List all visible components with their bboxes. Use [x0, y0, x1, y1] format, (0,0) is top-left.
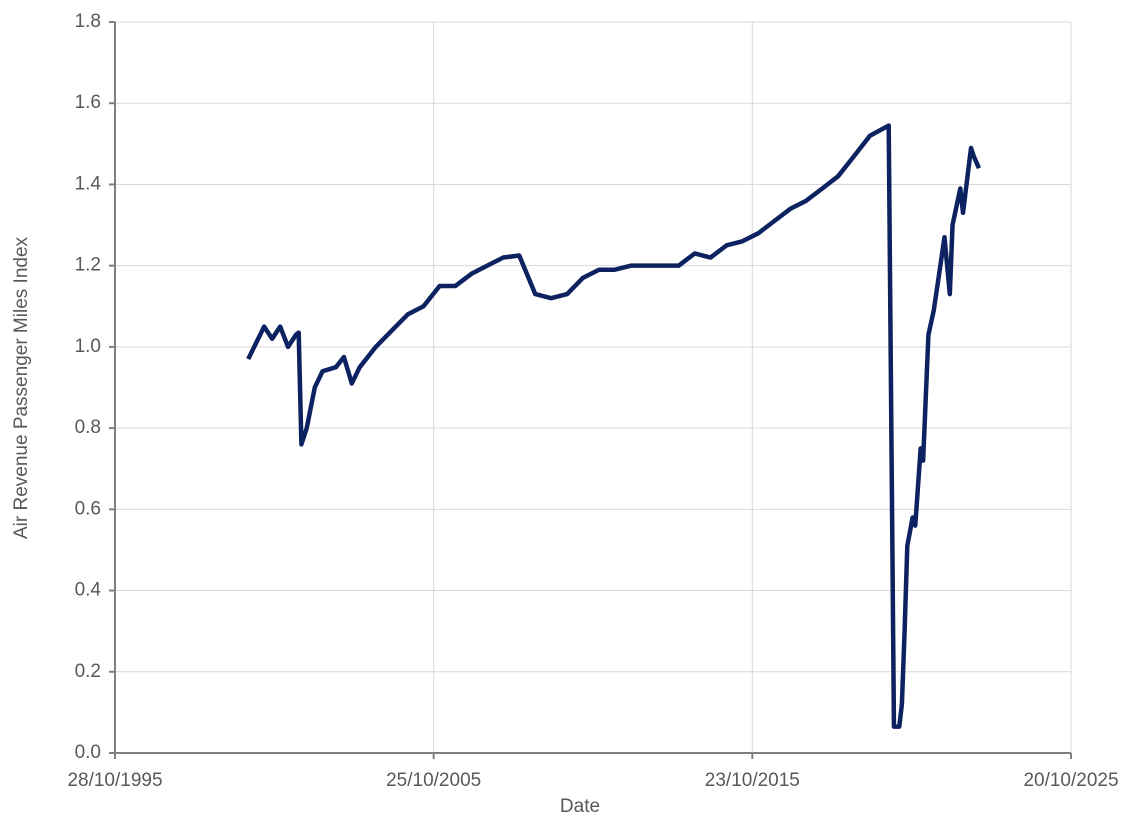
y-tick-label: 0.6	[75, 498, 101, 519]
y-tick-label: 1.2	[75, 255, 101, 276]
x-tick-label: 28/10/1995	[67, 770, 162, 791]
data-line	[246, 123, 982, 729]
y-tick-label: 1.4	[75, 173, 102, 194]
y-tick-label: 0.8	[75, 417, 101, 438]
y-tick-label: 0.2	[75, 661, 101, 682]
y-tick-label: 1.6	[75, 92, 101, 113]
x-tick-label: 20/10/2025	[1023, 770, 1118, 791]
y-tick-label: 0.4	[75, 580, 102, 601]
x-axis-label: Date	[560, 796, 600, 817]
y-axis-label: Air Revenue Passenger Miles Index	[11, 236, 32, 539]
x-tick-label: 23/10/2015	[705, 770, 800, 791]
y-tick-label: 0.0	[75, 742, 101, 763]
x-tick-label: 25/10/2005	[386, 770, 481, 791]
y-tick-label: 1.0	[75, 336, 101, 357]
y-tick-label: 1.8	[75, 11, 101, 32]
